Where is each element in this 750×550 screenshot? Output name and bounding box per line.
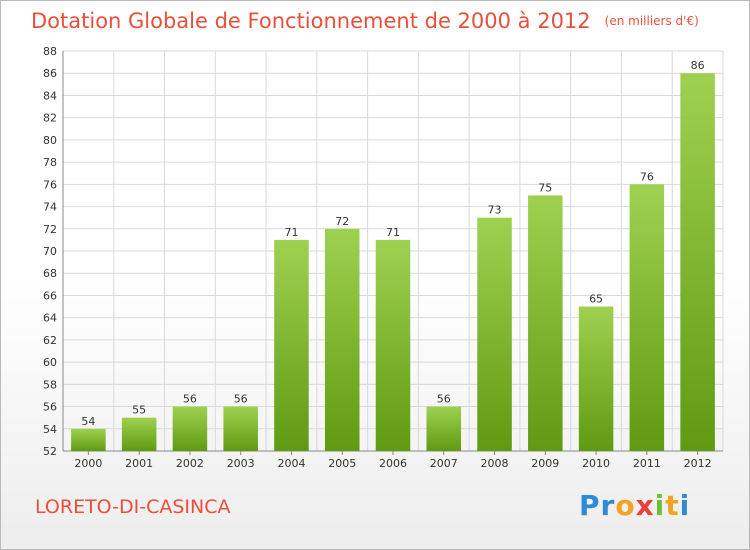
y-tick-label: 86 bbox=[43, 67, 57, 80]
x-tick-label: 2010 bbox=[582, 457, 610, 470]
bar-value-label: 65 bbox=[589, 293, 603, 306]
x-tick-label: 2006 bbox=[379, 457, 407, 470]
x-tick-label: 2012 bbox=[684, 457, 712, 470]
bar-value-label: 56 bbox=[234, 393, 248, 406]
bar bbox=[121, 417, 157, 451]
x-tick-label: 2000 bbox=[74, 457, 102, 470]
x-tick-label: 2004 bbox=[277, 457, 305, 470]
bar-value-label: 73 bbox=[488, 204, 502, 217]
y-tick-label: 76 bbox=[43, 178, 57, 191]
bar-value-label: 56 bbox=[437, 393, 451, 406]
bar-value-label: 56 bbox=[183, 393, 197, 406]
bar bbox=[375, 239, 411, 451]
y-tick-label: 74 bbox=[43, 201, 57, 214]
x-tick-label: 2011 bbox=[633, 457, 661, 470]
bar bbox=[477, 217, 512, 451]
bar bbox=[324, 228, 360, 451]
chart-title: Dotation Globale de Fonctionnement de 20… bbox=[31, 9, 591, 33]
chart-subtitle: (en milliers d'€) bbox=[604, 14, 699, 28]
bar-value-label: 76 bbox=[640, 170, 654, 183]
y-tick-label: 56 bbox=[43, 401, 57, 414]
bar bbox=[274, 239, 309, 451]
y-tick-label: 68 bbox=[43, 267, 57, 280]
x-tick-label: 2002 bbox=[176, 457, 204, 470]
y-tick-label: 62 bbox=[43, 334, 57, 347]
bar-value-label: 54 bbox=[81, 415, 95, 428]
title-line: Dotation Globale de Fonctionnement de 20… bbox=[31, 9, 699, 33]
x-tick-label: 2001 bbox=[125, 457, 153, 470]
y-tick-label: 72 bbox=[43, 223, 57, 236]
bar bbox=[223, 406, 258, 451]
bar bbox=[629, 184, 665, 452]
x-tick-label: 2007 bbox=[430, 457, 458, 470]
bar-value-label: 71 bbox=[284, 226, 298, 239]
y-tick-label: 66 bbox=[43, 289, 57, 302]
bar bbox=[528, 195, 563, 451]
bar bbox=[71, 428, 106, 451]
bar bbox=[426, 406, 462, 451]
bar bbox=[172, 406, 208, 451]
y-tick-label: 64 bbox=[43, 312, 57, 325]
y-tick-label: 60 bbox=[43, 356, 57, 369]
y-tick-label: 70 bbox=[43, 245, 57, 258]
bar-value-label: 75 bbox=[538, 181, 552, 194]
tick-labels: 52 54 56 58 60 62 64 66 68 70 72 74 76 78 80 82 84 86 88 20… bbox=[43, 45, 712, 470]
x-tick-label: 2008 bbox=[481, 457, 509, 470]
bar bbox=[680, 73, 715, 451]
data-labels: 54 55 56 56 71 72 71 56 73 75 65 76 86 bbox=[81, 59, 704, 428]
commune-name: LORETO-DI-CASINCA bbox=[35, 496, 231, 518]
bar-value-label: 71 bbox=[386, 226, 400, 239]
y-tick-label: 88 bbox=[43, 45, 57, 58]
y-tick-label: 54 bbox=[43, 423, 57, 436]
y-tick-label: 52 bbox=[43, 445, 57, 458]
bars bbox=[71, 73, 715, 452]
y-tick-label: 80 bbox=[43, 134, 57, 147]
y-tick-label: 58 bbox=[43, 378, 57, 391]
y-tick-label: 78 bbox=[43, 156, 57, 169]
x-tick-label: 2005 bbox=[328, 457, 356, 470]
proxiti-logo[interactable]: Proxiti bbox=[579, 489, 691, 522]
bar-value-label: 86 bbox=[691, 59, 705, 72]
bar bbox=[578, 306, 614, 451]
bar-value-label: 72 bbox=[335, 215, 349, 228]
x-tick-label: 2009 bbox=[531, 457, 559, 470]
y-tick-label: 82 bbox=[43, 112, 57, 125]
bar-value-label: 55 bbox=[132, 404, 146, 417]
y-tick-label: 84 bbox=[43, 89, 57, 102]
x-tick-label: 2003 bbox=[227, 457, 255, 470]
bar-chart: 54 55 56 56 71 72 71 56 73 75 65 76 86 52 54 56 58 60 62 6… bbox=[43, 45, 724, 470]
